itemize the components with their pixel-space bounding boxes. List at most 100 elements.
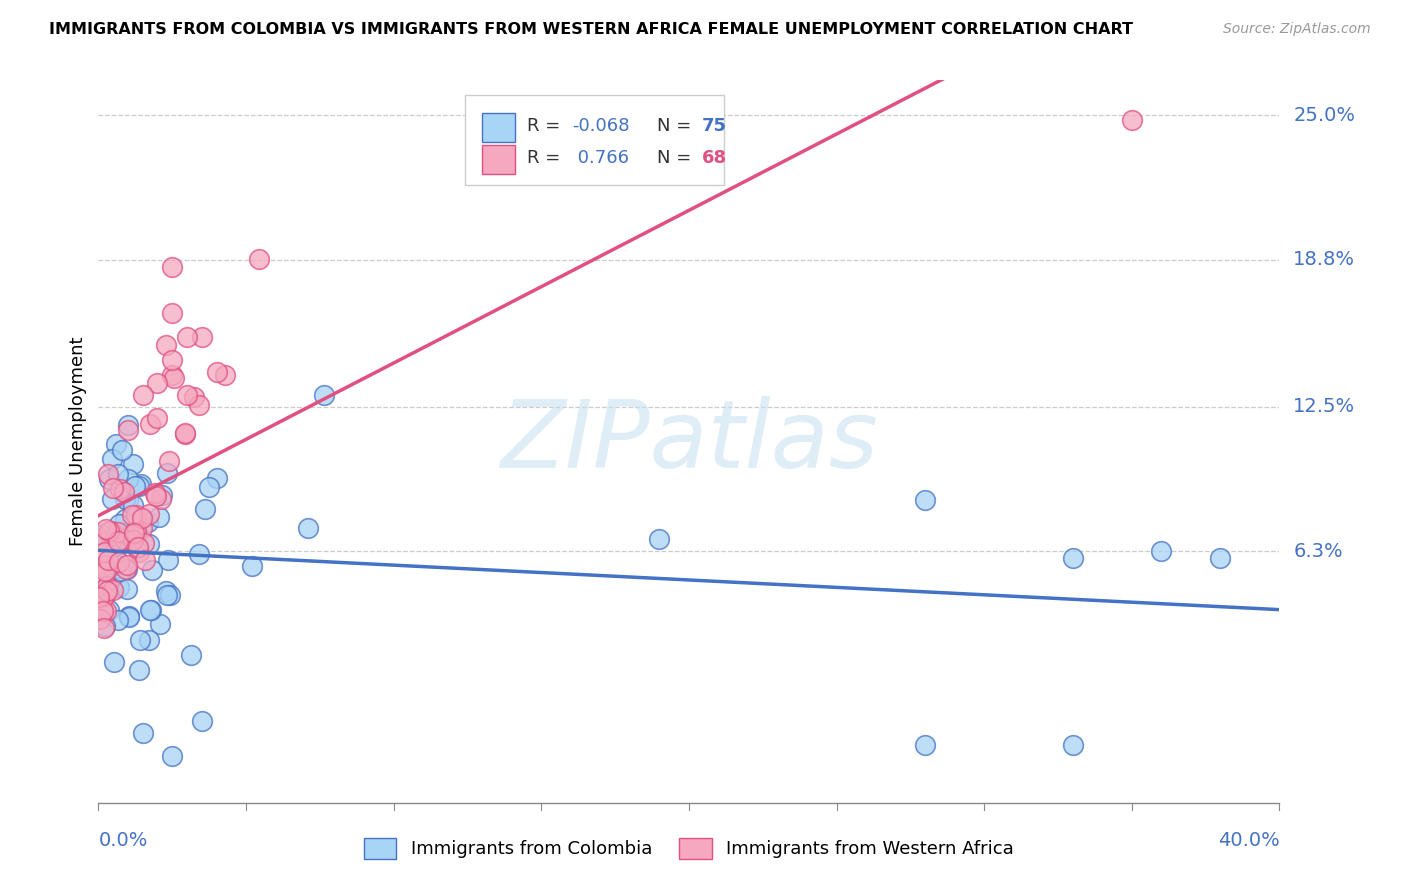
Point: [162, 260, 183, 274]
Point: [100, 524, 122, 538]
Point: [134, 536, 156, 550]
Bar: [482, 112, 516, 142]
Point: [131, 521, 153, 535]
Point: [107, 534, 129, 549]
Point: [146, 376, 169, 391]
Point: [155, 337, 177, 351]
Point: [93, 582, 115, 596]
Text: 12.5%: 12.5%: [1294, 397, 1355, 416]
Point: [94, 565, 117, 579]
Point: [138, 507, 160, 521]
Text: 0.766: 0.766: [572, 149, 628, 167]
Point: [115, 561, 138, 575]
Point: [97, 553, 120, 567]
Point: [93, 589, 115, 603]
Point: [94, 588, 117, 602]
Point: [101, 492, 124, 507]
Point: [121, 508, 143, 523]
Point: [160, 368, 183, 382]
Point: [173, 427, 195, 442]
Point: [914, 738, 936, 752]
Point: [118, 609, 141, 624]
Text: N =: N =: [657, 149, 697, 167]
Point: [183, 390, 205, 404]
Text: 0.0%: 0.0%: [98, 830, 148, 850]
Point: [96, 558, 118, 572]
Point: [1121, 112, 1143, 127]
Point: [87, 590, 110, 604]
Point: [132, 726, 155, 740]
Point: [124, 525, 146, 540]
Point: [107, 524, 129, 539]
Point: [94, 604, 117, 618]
Point: [90, 528, 112, 542]
FancyBboxPatch shape: [464, 95, 724, 185]
Point: [127, 541, 149, 555]
Point: [107, 613, 129, 627]
Point: [117, 558, 139, 572]
Point: [131, 511, 153, 525]
Point: [297, 521, 319, 535]
Point: [198, 480, 221, 494]
Point: [112, 533, 135, 547]
Point: [247, 252, 270, 267]
Point: [125, 508, 148, 522]
Point: [103, 481, 125, 495]
Point: [122, 457, 145, 471]
Point: [91, 604, 114, 618]
Point: [108, 482, 131, 496]
Point: [191, 329, 214, 343]
Text: ZIPatlas: ZIPatlas: [501, 396, 877, 487]
Point: [162, 306, 183, 320]
Point: [107, 517, 129, 532]
Point: [187, 398, 209, 412]
Point: [176, 329, 198, 343]
Point: [1209, 551, 1232, 566]
Point: [117, 493, 139, 508]
Point: [103, 582, 125, 597]
Point: [124, 530, 146, 544]
Point: [97, 603, 120, 617]
Point: [132, 388, 155, 402]
Point: [125, 524, 148, 539]
Point: [180, 648, 202, 662]
Point: [139, 417, 162, 431]
Point: [194, 502, 217, 516]
Point: [1062, 738, 1084, 752]
Point: [205, 365, 228, 379]
Point: [112, 484, 135, 499]
Text: Source: ZipAtlas.com: Source: ZipAtlas.com: [1223, 22, 1371, 37]
Point: [117, 417, 139, 432]
Y-axis label: Female Unemployment: Female Unemployment: [69, 337, 87, 546]
Point: [191, 714, 214, 729]
Point: [150, 491, 173, 506]
Point: [111, 442, 134, 457]
Point: [155, 467, 177, 481]
Point: [103, 655, 125, 669]
Point: [174, 425, 197, 440]
Point: [214, 368, 236, 383]
Point: [117, 423, 139, 437]
Point: [107, 555, 129, 569]
Point: [110, 565, 132, 579]
Text: 68: 68: [702, 149, 727, 167]
Point: [149, 616, 172, 631]
Point: [122, 498, 145, 512]
Point: [117, 529, 139, 543]
Point: [145, 489, 167, 503]
Text: R =: R =: [527, 149, 567, 167]
Text: 75: 75: [702, 117, 727, 135]
Point: [114, 492, 136, 507]
Point: [207, 471, 229, 485]
Text: 18.8%: 18.8%: [1294, 251, 1355, 269]
Point: [101, 452, 124, 467]
Text: N =: N =: [657, 117, 697, 135]
Point: [127, 540, 149, 554]
Point: [98, 472, 121, 486]
Point: [87, 533, 110, 547]
Point: [156, 588, 179, 602]
Point: [97, 467, 120, 482]
Point: [134, 553, 156, 567]
Point: [105, 437, 128, 451]
Point: [115, 562, 138, 576]
